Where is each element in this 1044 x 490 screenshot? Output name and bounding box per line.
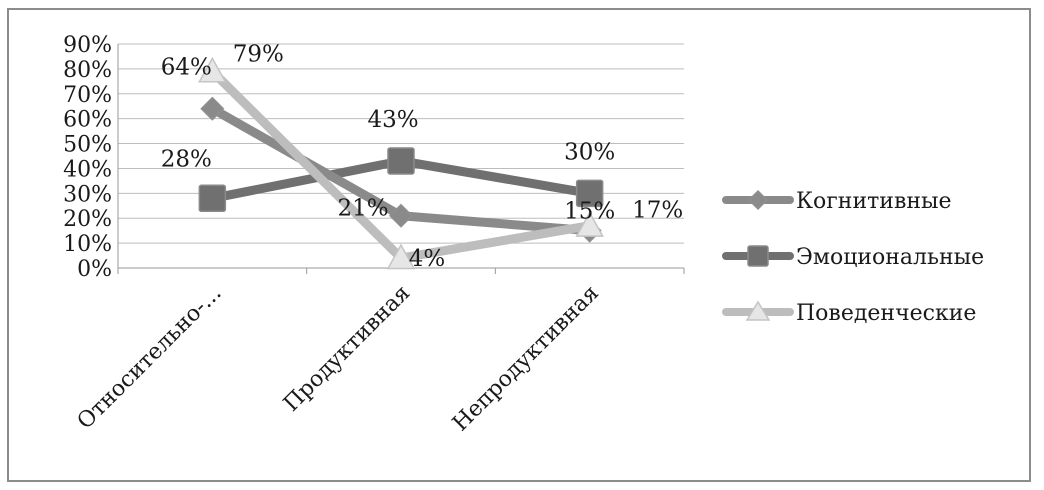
data-label: 43% bbox=[367, 107, 418, 133]
data-point bbox=[387, 147, 415, 175]
x-category-label: Непродуктивная bbox=[448, 281, 604, 437]
data-point bbox=[200, 96, 225, 121]
y-axis-ticks: 0%10%20%30%40%50%60%70%80%90% bbox=[63, 33, 112, 282]
x-category-label: Относительно-... bbox=[73, 281, 227, 435]
y-tick-label: 20% bbox=[63, 207, 112, 232]
y-tick-label: 80% bbox=[63, 58, 112, 83]
y-tick-label: 90% bbox=[63, 33, 112, 58]
data-point bbox=[198, 56, 227, 83]
y-tick-label: 0% bbox=[77, 257, 112, 282]
y-tick-label: 50% bbox=[63, 133, 112, 158]
x-axis-categories: Относительно-... Продуктивная Непродуктивн… bbox=[73, 281, 604, 437]
data-point bbox=[386, 243, 416, 270]
legend-marker bbox=[745, 300, 771, 321]
data-labels: 64% 21% 15% 28% 43% 30% 79% 4% 17% bbox=[161, 41, 683, 272]
data-label: 21% bbox=[337, 196, 388, 222]
data-label: 17% bbox=[632, 198, 683, 224]
y-tick-label: 10% bbox=[63, 232, 112, 257]
legend-entry-label: Когнитивные bbox=[796, 189, 952, 214]
data-label: 4% bbox=[409, 246, 446, 272]
y-tick-label: 70% bbox=[63, 83, 112, 108]
y-tick-label: 40% bbox=[63, 157, 112, 182]
data-label: 30% bbox=[564, 139, 615, 165]
data-point bbox=[198, 184, 227, 213]
legend: Когнитивные Эмоциональные Поведенческие bbox=[722, 189, 984, 326]
data-point bbox=[575, 179, 604, 208]
data-label: 15% bbox=[564, 199, 615, 225]
data-point bbox=[575, 211, 604, 237]
legend-entry-label: Эмоциональные bbox=[796, 245, 984, 270]
data-label: 64% bbox=[161, 55, 212, 81]
data-point bbox=[388, 203, 414, 228]
legend-marker bbox=[747, 189, 769, 211]
x-category-label: Продуктивная bbox=[279, 281, 415, 417]
chart-frame bbox=[7, 8, 1031, 482]
y-tick-label: 30% bbox=[63, 182, 112, 207]
data-label: 28% bbox=[161, 146, 212, 172]
y-tick-label: 60% bbox=[63, 108, 112, 133]
legend-marker bbox=[747, 245, 769, 267]
series-lines bbox=[198, 56, 604, 270]
legend-entry-label: Поведенческие bbox=[796, 301, 976, 326]
data-label: 79% bbox=[233, 41, 284, 67]
